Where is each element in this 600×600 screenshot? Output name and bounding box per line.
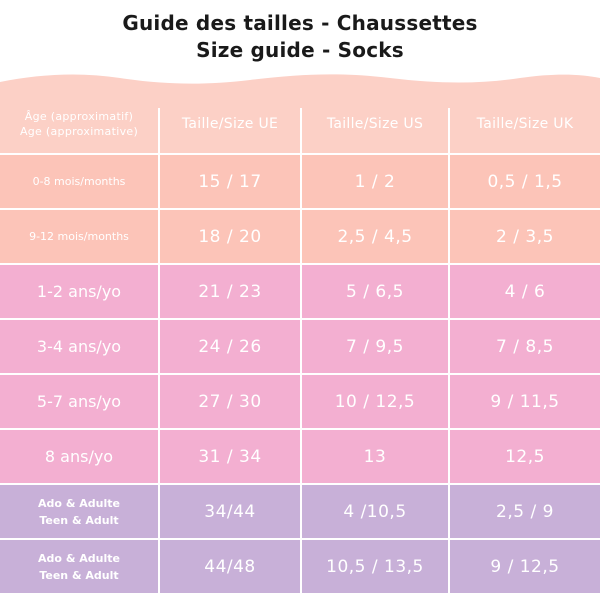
eu-cell: 31 / 34 [160, 430, 300, 483]
table-row: 9-12 mois/months 18 / 20 2,5 / 4,5 2 / 3… [0, 210, 600, 263]
page-title: Guide des tailles - Chaussettes Size gui… [0, 10, 600, 64]
table-row: 0-8 mois/months 15 / 17 1 / 2 0,5 / 1,5 [0, 155, 600, 208]
table-row: 1-2 ans/yo 21 / 23 5 / 6,5 4 / 6 [0, 265, 600, 318]
table-row: 5-7 ans/yo 27 / 30 10 / 12,5 9 / 11,5 [0, 375, 600, 428]
us-cell: 10 / 12,5 [302, 375, 448, 428]
eu-cell: 21 / 23 [160, 265, 300, 318]
us-cell: 1 / 2 [302, 155, 448, 208]
us-cell: 2,5 / 4,5 [302, 210, 448, 263]
age-label-en: Teen & Adult [39, 513, 119, 527]
age-label-fr: Ado & Adulte [38, 551, 120, 565]
eu-cell: 44/48 [160, 540, 300, 593]
uk-cell: 9 / 11,5 [450, 375, 600, 428]
us-cell: 7 / 9,5 [302, 320, 448, 373]
eu-cell: 18 / 20 [160, 210, 300, 263]
header-age: Âge (approximatif) Age (approximative) [0, 95, 158, 153]
header-eu: Taille/Size UE [160, 95, 300, 153]
age-cell: 5-7 ans/yo [0, 375, 158, 428]
us-cell: 13 [302, 430, 448, 483]
eu-cell: 27 / 30 [160, 375, 300, 428]
table-row: 3-4 ans/yo 24 / 26 7 / 9,5 7 / 8,5 [0, 320, 600, 373]
us-cell: 10,5 / 13,5 [302, 540, 448, 593]
age-cell: 0-8 mois/months [0, 155, 158, 208]
table-row: Ado & Adulte Teen & Adult 44/48 10,5 / 1… [0, 540, 600, 593]
title-line-fr: Guide des tailles - Chaussettes [122, 11, 478, 35]
table-row: 8 ans/yo 31 / 34 13 12,5 [0, 430, 600, 483]
us-cell: 5 / 6,5 [302, 265, 448, 318]
us-cell: 4 /10,5 [302, 485, 448, 538]
age-cell: 8 ans/yo [0, 430, 158, 483]
age-cell: 1-2 ans/yo [0, 265, 158, 318]
age-cell: Ado & Adulte Teen & Adult [0, 485, 158, 538]
header-age-en: Age (approximative) [19, 125, 139, 138]
uk-cell: 7 / 8,5 [450, 320, 600, 373]
header-uk: Taille/Size UK [450, 95, 600, 153]
size-table: Âge (approximatif) Age (approximative) T… [0, 95, 600, 595]
title-line-en: Size guide - Socks [196, 38, 404, 62]
age-label-fr: Ado & Adulte [38, 496, 120, 510]
table-row: Ado & Adulte Teen & Adult 34/44 4 /10,5 … [0, 485, 600, 538]
uk-cell: 4 / 6 [450, 265, 600, 318]
header-age-fr: Âge (approximatif) [24, 110, 134, 123]
eu-cell: 15 / 17 [160, 155, 300, 208]
uk-cell: 9 / 12,5 [450, 540, 600, 593]
uk-cell: 2,5 / 9 [450, 485, 600, 538]
uk-cell: 2 / 3,5 [450, 210, 600, 263]
age-cell: 3-4 ans/yo [0, 320, 158, 373]
eu-cell: 24 / 26 [160, 320, 300, 373]
uk-cell: 12,5 [450, 430, 600, 483]
uk-cell: 0,5 / 1,5 [450, 155, 600, 208]
age-cell: 9-12 mois/months [0, 210, 158, 263]
eu-cell: 34/44 [160, 485, 300, 538]
age-cell: Ado & Adulte Teen & Adult [0, 540, 158, 593]
age-label-en: Teen & Adult [39, 568, 119, 582]
table-header-row: Âge (approximatif) Age (approximative) T… [0, 95, 600, 153]
header-us: Taille/Size US [302, 95, 448, 153]
